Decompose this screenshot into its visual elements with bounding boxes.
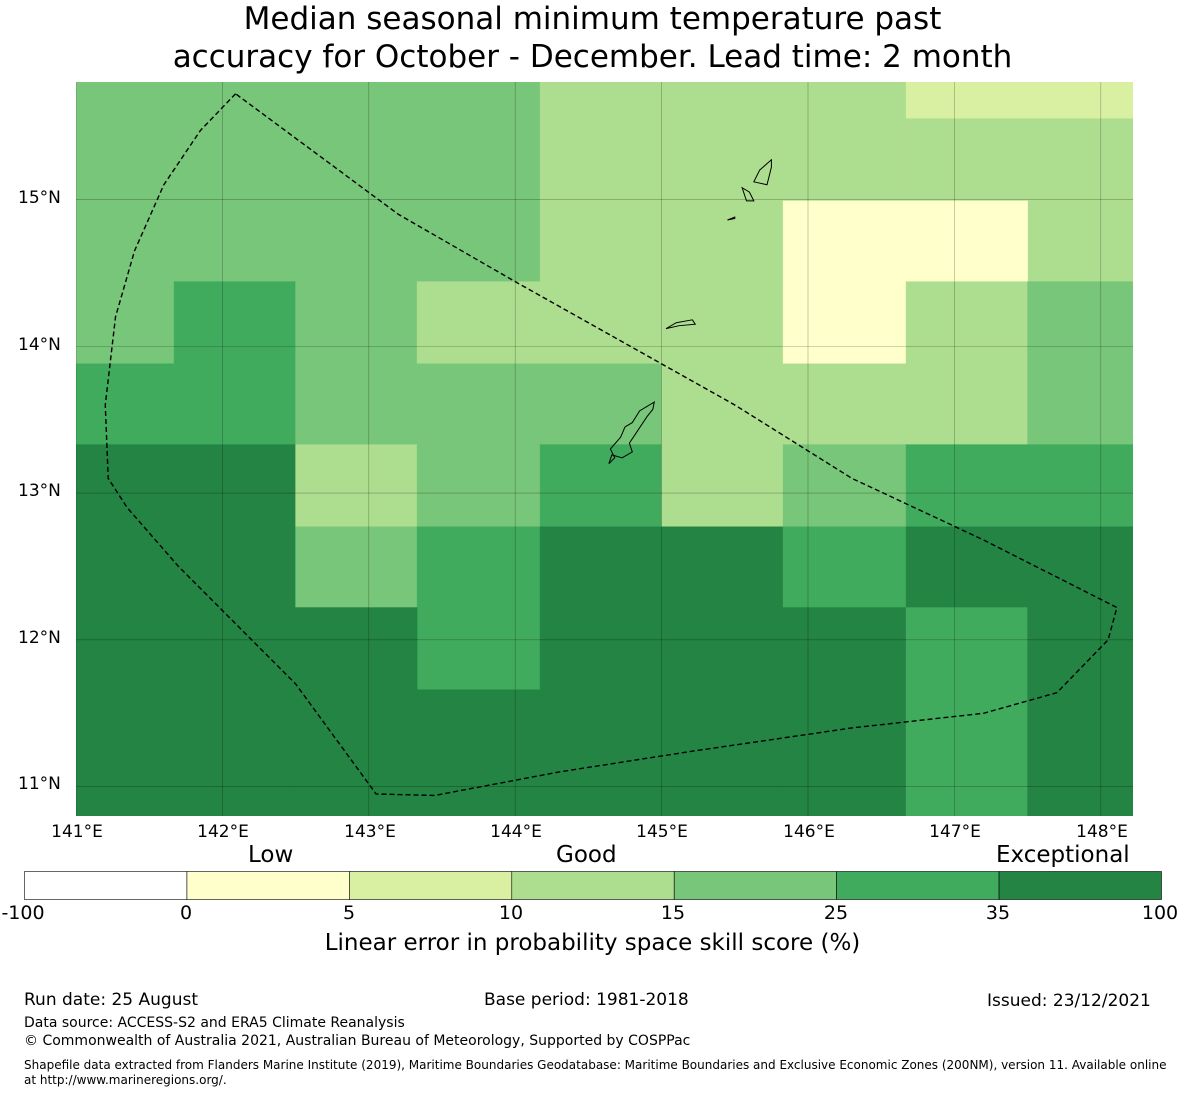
grid-cell [416,526,541,691]
grid-cell [661,363,907,445]
lon-label-145E: 145°E [636,822,688,842]
colorbar-segment [673,871,837,900]
grid-cell [905,526,1133,608]
grid-cell [295,281,418,445]
lat-label-12N: 12°N [18,628,61,648]
grid-cell [76,82,541,282]
island-outline [727,216,736,221]
colorbar-tick: 25 [823,902,849,924]
island-outline [608,401,655,465]
grid-cell [76,444,296,816]
colorbar-segment [836,871,1000,900]
lat-label-13N: 13°N [18,481,61,501]
lon-label-141E: 141°E [51,822,103,842]
grid-cell [905,82,1133,119]
colorbar-tick: 100 [1141,902,1179,924]
colorbar-segment [186,871,350,900]
lon-label-144E: 144°E [490,822,542,842]
colorbar-tick: 10 [498,902,524,924]
colorbar [24,871,1162,900]
run-date: Run date: 25 August [24,990,198,1010]
grid-cell [76,363,175,445]
lon-label-143E: 143°E [344,822,396,842]
grid-cell [416,689,541,816]
lat-label-15N: 15°N [18,188,61,208]
colorbar-segment [998,871,1162,900]
grid-cell [416,444,541,528]
chart-title-line2: accuracy for October - December. Lead ti… [172,39,1013,75]
grid-cell [295,444,418,528]
grid-cell [782,607,907,816]
lat-label-11N: 11°N [18,774,61,794]
island-outline [665,319,697,330]
grid-cell [416,363,662,445]
colorbar-tick: -100 [1,902,45,924]
lat-label-14N: 14°N [18,335,61,355]
colorbar-segment [24,871,188,900]
colorbar-tick: 5 [342,902,356,924]
grid-cell [782,200,1028,282]
grid-cell [905,607,1028,816]
skill-score-map [76,82,1133,816]
shapefile-credit: Shapefile data extracted from Flanders M… [24,1058,1179,1088]
grid-cell [782,281,907,365]
shapefile-credit-line2: at http://www.marineregions.org/. [24,1073,227,1087]
issued-date: Issued: 23/12/2021 [987,991,1151,1011]
grid-cell [295,526,418,608]
grid-cell [661,444,784,528]
grid-cell [1027,281,1133,445]
grid-cell [782,526,907,608]
grid-cell [905,281,1028,445]
grid-cell [782,444,907,528]
lon-label-148E: 148°E [1076,822,1128,842]
lon-label-147E: 147°E [929,822,981,842]
grid-cell [539,444,662,528]
island-outline [741,186,755,202]
grid-cell [295,607,418,816]
grid-cell [76,281,175,365]
colorbar-segment [511,871,675,900]
grid-cell [173,281,296,445]
colorbar-tick: 0 [179,902,193,924]
colorbar-label: Linear error in probability space skill … [324,930,861,956]
eez-boundary [104,93,1118,797]
grid-cell [905,444,1133,528]
lon-label-146E: 146°E [783,822,835,842]
data-source: Data source: ACCESS-S2 and ERA5 Climate … [24,1015,405,1031]
base-period: Base period: 1981-2018 [484,990,689,1010]
chart-title-line1: Median seasonal minimum temperature past [243,1,942,37]
colorbar-category-good: Good [556,842,617,868]
grid-cell [539,526,784,816]
colorbar-category-low: Low [248,842,294,868]
colorbar-tick: 35 [985,902,1011,924]
grid-cell [416,281,784,365]
island-outline [753,158,772,186]
lon-label-142E: 142°E [197,822,249,842]
colorbar-category-exceptional: Exceptional [996,842,1130,868]
colorbar-segment [349,871,513,900]
colorbar-tick: 15 [660,902,686,924]
grid-cell [1027,607,1133,816]
shapefile-credit-line1: Shapefile data extracted from Flanders M… [24,1058,1167,1072]
copyright: © Commonwealth of Australia 2021, Austra… [24,1033,691,1049]
